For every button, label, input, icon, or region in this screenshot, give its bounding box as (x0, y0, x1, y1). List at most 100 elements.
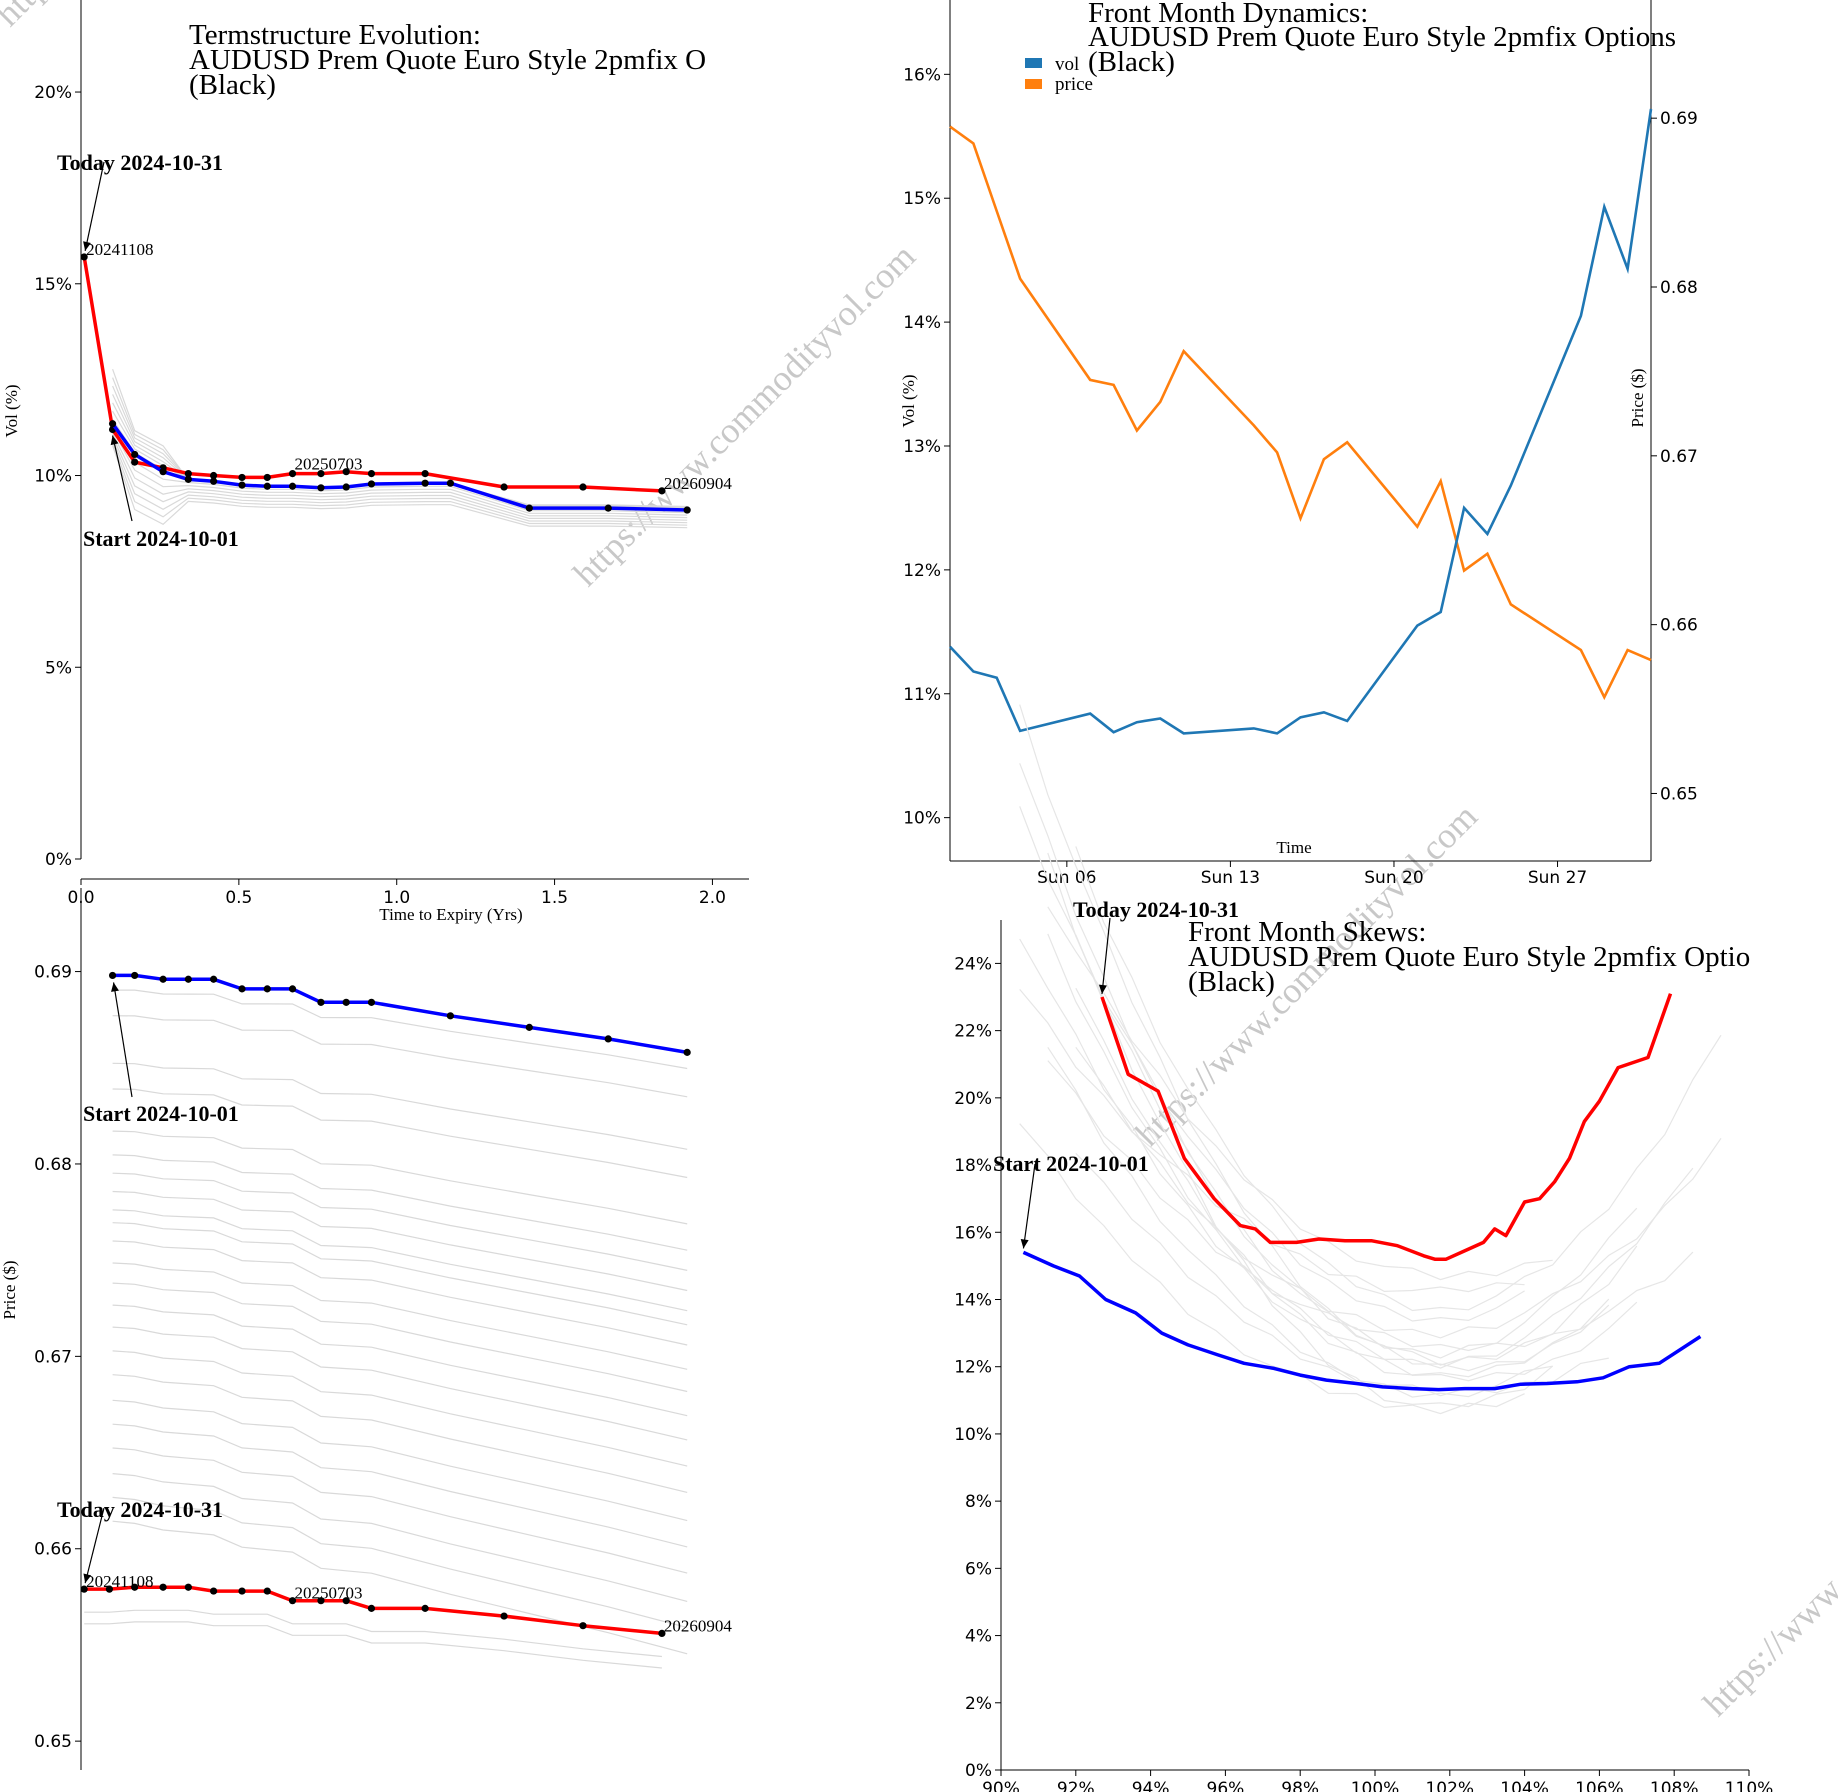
price-curve-today-point (184, 1583, 192, 1591)
termstructure-start-point (342, 483, 350, 491)
skews-history-line (1047, 1046, 1553, 1398)
skews-y-tick-label: 24% (954, 954, 992, 974)
termstructure-start-point (367, 480, 376, 488)
skews-today-arrow (1101, 917, 1111, 995)
termstructure-start-annotation: Start 2024-10-01 (83, 526, 239, 551)
termstructure-today-annotation: Today 2024-10-31 (57, 150, 223, 175)
termstructure-today-point (184, 470, 192, 478)
termstructure-point-label: 20260904 (664, 474, 733, 493)
price-curve-today-point (658, 1629, 666, 1638)
dynamics-vol-line (949, 108, 1653, 735)
termstructure-panel: Termstructure Evolution: AUDUSD Prem Quo… (2, 0, 749, 924)
price-curve-start-point (263, 985, 271, 993)
termstructure-start-line (111, 422, 688, 512)
termstructure-start-point (108, 420, 117, 428)
price-curve-history-line (112, 989, 688, 1070)
skews-y-tick-label: 6% (965, 1559, 992, 1579)
skews-history-line (1019, 763, 1638, 1359)
price-curve-history-line (112, 1520, 688, 1655)
skews-x-tick-label: 100% (1351, 1779, 1400, 1792)
price-curve-today-point (342, 1597, 350, 1605)
termstructure-today-arrowhead (83, 241, 91, 251)
termstructure-today-point (579, 483, 587, 491)
dynamics-y2-tick-label: 0.68 (1660, 278, 1698, 298)
termstructure-history-line (112, 394, 688, 509)
skews-start-line (1022, 1250, 1702, 1392)
termstructure-start-point (317, 484, 325, 492)
price-curve-point-label: 20241108 (86, 1572, 153, 1591)
price-curve-history-line (112, 1062, 688, 1150)
price-curve-today-point (105, 1585, 114, 1593)
termstructure-x-tick-label: 1.5 (541, 888, 568, 908)
termstructure-x-axis-label: Time to Expiry (Yrs) (379, 905, 522, 924)
price-curve-start-point (159, 975, 167, 983)
termstructure-today-point (80, 253, 88, 261)
skews-history-line (1075, 846, 1722, 1312)
termstructure-point-label: 20250703 (295, 455, 363, 474)
skews-y-tick-label: 2% (965, 1694, 992, 1714)
termstructure-title-line-3: (Black) (189, 69, 276, 101)
price-curve-today-point (288, 1597, 297, 1605)
price-curve-start-point (525, 1023, 533, 1031)
dynamics-y2-tick-label: 0.69 (1660, 109, 1698, 129)
termstructure-y-axis-label: Vol (%) (2, 384, 21, 437)
price-curve-history-line (112, 1015, 688, 1098)
price-curve-today-point (421, 1604, 429, 1612)
legend-price-label: price (1055, 74, 1093, 95)
skews-history-line (1075, 987, 1610, 1378)
termstructure-start-point (421, 479, 429, 487)
price-curve-today-point (579, 1622, 587, 1630)
dynamics-y-tick-label: 16% (903, 65, 941, 85)
termstructure-point-label: 20241108 (86, 240, 153, 259)
dynamics-y-tick-label: 14% (903, 313, 941, 333)
skews-today-arrowhead (1098, 984, 1107, 995)
skews-start-annotation: Start 2024-10-01 (993, 1151, 1149, 1176)
price-curve-today-point (159, 1583, 167, 1591)
price-curve-history-line (112, 1374, 688, 1493)
skews-y-tick-label: 12% (954, 1358, 992, 1378)
termstructure-title-line-2: AUDUSD Prem Quote Euro Style 2pmfix O (189, 44, 706, 76)
price-curve-history-line (112, 1240, 688, 1346)
termstructure-history-line (112, 439, 688, 524)
legend-price-swatch (1025, 79, 1042, 89)
price-curve-today-arrowhead (83, 1573, 92, 1584)
dynamics-y2-tick-label: 0.67 (1660, 447, 1698, 467)
skews-panel: Front Month Skews: AUDUSD Prem Quote Eur… (954, 704, 1773, 1792)
price-curve-history-line (112, 1262, 688, 1370)
skews-x-tick-label: 96% (1207, 1779, 1245, 1792)
skews-history-line (1047, 906, 1553, 1281)
price-curve-history-line (112, 1088, 688, 1179)
termstructure-start-point (683, 506, 691, 514)
price-curve-history-line (112, 1423, 688, 1548)
price-curve-y-axis-label: Price ($) (0, 1260, 19, 1319)
price-curve-history-line (84, 1609, 662, 1658)
price-curve-history-line (112, 1222, 688, 1326)
termstructure-today-point (263, 473, 271, 482)
skews-x-tick-label: 92% (1057, 1779, 1095, 1792)
legend-vol-swatch (1025, 58, 1042, 68)
skews-history-line (1019, 989, 1525, 1293)
termstructure-today-point (367, 470, 376, 478)
price-curve-start-point (210, 975, 218, 983)
skews-x-tick-label: 94% (1132, 1779, 1170, 1792)
dynamics-price-line (949, 125, 1652, 701)
price-curve-history-line (112, 1130, 688, 1225)
watermark-1: https://www.commodityvol.com (565, 236, 923, 594)
termstructure-history-line (112, 435, 688, 521)
watermarks: https://www.commodityvol.com https://www… (0, 0, 1838, 1724)
termstructure-today-point (342, 468, 350, 476)
skews-x-tick-label: 98% (1281, 1779, 1319, 1792)
termstructure-start-point (288, 482, 297, 490)
price-curve-history-line (112, 1350, 688, 1467)
termstructure-start-arrow (111, 435, 133, 522)
termstructure-start-point (263, 482, 271, 490)
price-curve-y-tick-label: 0.68 (34, 1155, 72, 1175)
price-curve-today-point (263, 1587, 271, 1595)
price-curve-history-line (112, 1154, 688, 1251)
dynamics-y-tick-label: 10% (903, 809, 941, 829)
price-curve-today-point (131, 1583, 139, 1591)
dynamics-y2-axis-label: Price ($) (1628, 368, 1647, 427)
termstructure-start-point (159, 468, 167, 476)
dynamics-y-tick-label: 13% (903, 437, 941, 457)
skews-history-line (1019, 1123, 1525, 1415)
